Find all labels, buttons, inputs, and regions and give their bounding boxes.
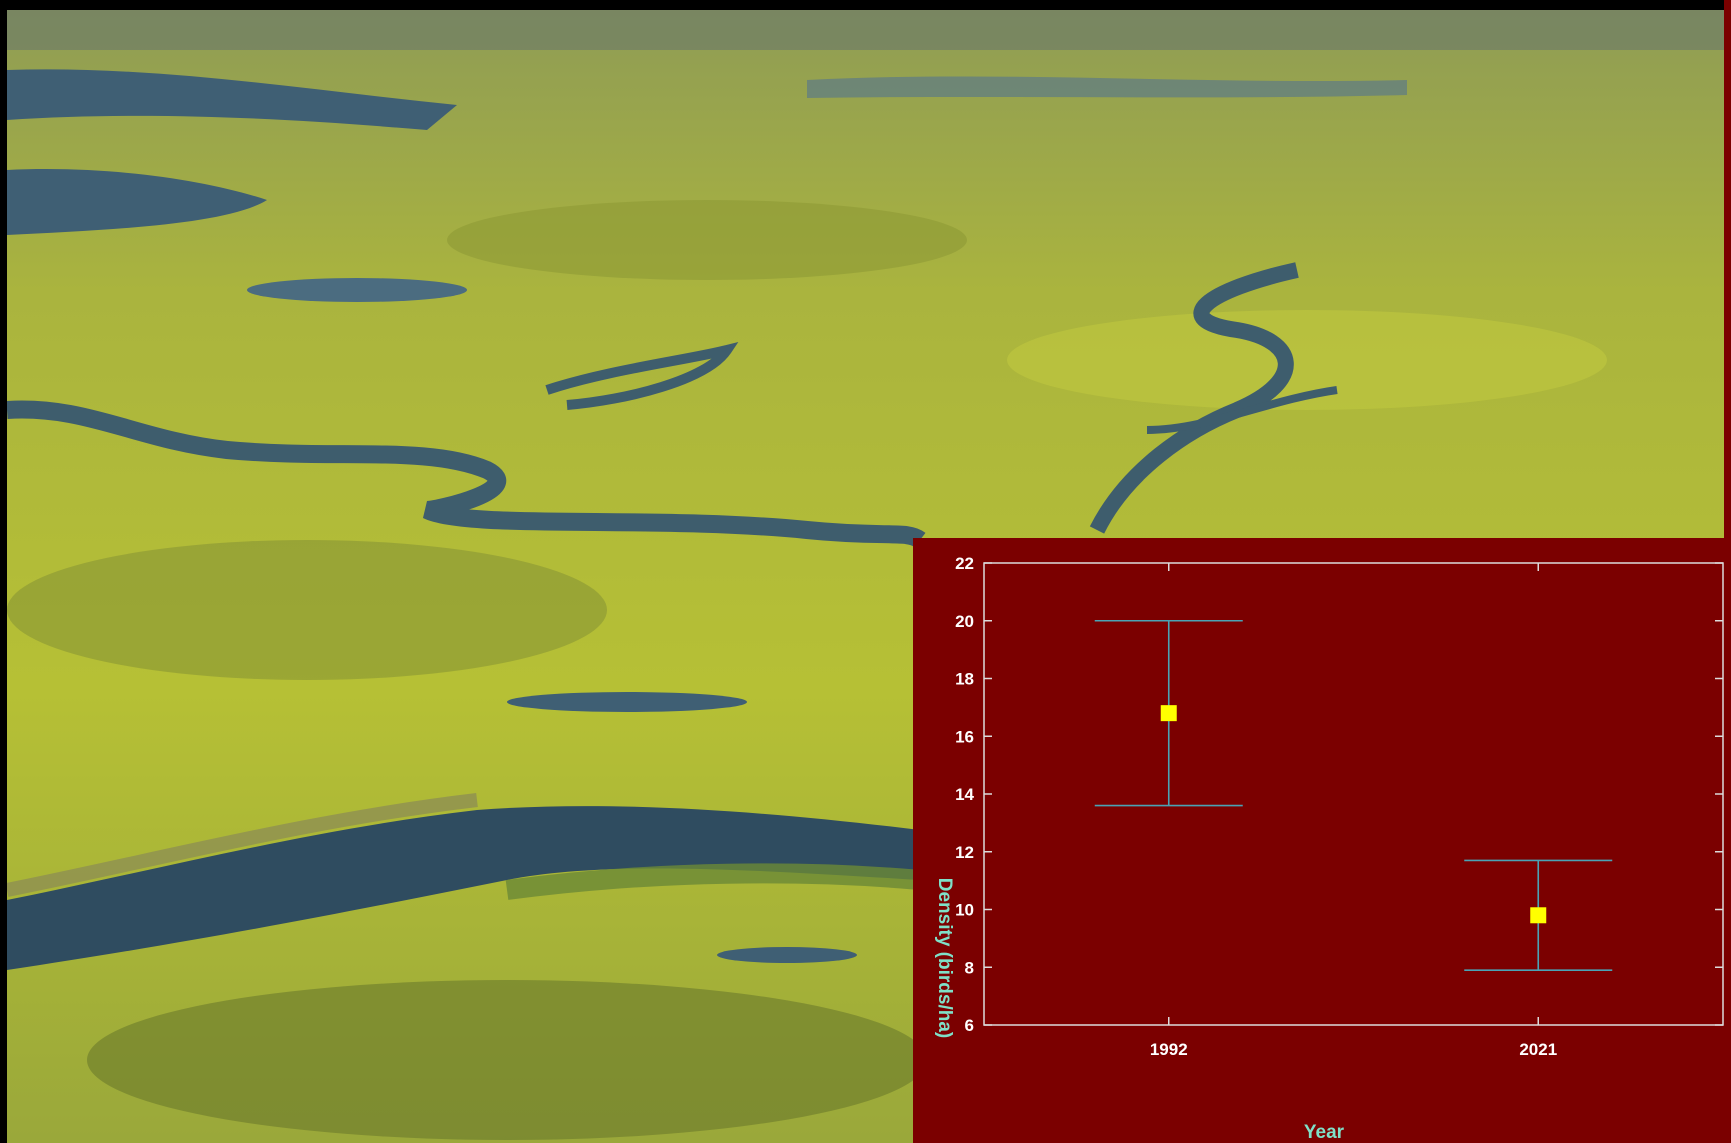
plot-frame: [983, 562, 1724, 1026]
y-tick-label: 8: [965, 958, 974, 977]
density-chart-panel: 6 8 10 12 14 16 18 20 22 1992 2021 Year Density (…: [913, 538, 1731, 1143]
y-axis-ticks: 6 8 10 12 14 16 18 20 22: [955, 554, 1723, 1035]
y-tick-label: 16: [955, 727, 974, 746]
chart-axes: [983, 562, 1724, 1026]
x-tick-label: 2021: [1519, 1040, 1557, 1059]
y-tick-label: 10: [955, 901, 974, 920]
x-tick-label: 1992: [1150, 1040, 1188, 1059]
y-tick-label: 6: [965, 1016, 974, 1035]
data-point-marker: [1160, 705, 1177, 722]
y-tick-label: 14: [955, 785, 974, 804]
right-border-strip: [1724, 0, 1731, 538]
y-tick-label: 22: [955, 554, 974, 573]
data-point-marker: [1530, 907, 1547, 924]
x-axis-title: Year: [1304, 1122, 1345, 1143]
data-markers: [1160, 705, 1547, 924]
y-tick-label: 18: [955, 670, 974, 689]
y-tick-label: 20: [955, 612, 974, 631]
y-axis-title: Density (birds/ha): [934, 878, 955, 1038]
density-chart: 6 8 10 12 14 16 18 20 22 1992 2021 Year Density (…: [934, 554, 1724, 1143]
x-axis-ticks: 1992 2021: [1150, 563, 1557, 1059]
y-tick-label: 12: [955, 843, 974, 862]
